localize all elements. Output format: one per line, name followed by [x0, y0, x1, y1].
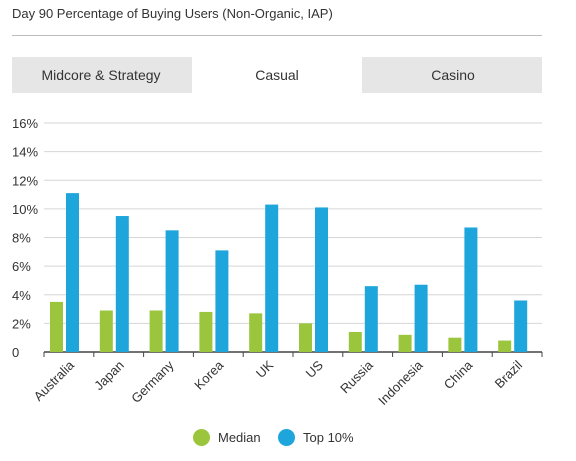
bar-top10-russia [364, 286, 378, 352]
legend-label-top10: Top 10% [303, 429, 354, 445]
legend-swatch-top10 [278, 428, 295, 446]
bar-top10-uk [265, 204, 279, 352]
legend: Median Top 10% [0, 426, 576, 450]
x-tick-label: Australia [31, 357, 78, 404]
legend-label-median: Median [218, 429, 261, 445]
tab-casual[interactable]: Casual [192, 57, 362, 95]
y-tick-label: 16% [12, 116, 38, 131]
bar-top10-us [315, 207, 328, 352]
bar-median-russia [348, 331, 362, 352]
bar-median-china [448, 337, 462, 352]
legend-item-median: Median [193, 426, 261, 448]
x-tick-label: US [303, 357, 327, 381]
y-tick-label: 12% [12, 173, 38, 188]
title-divider [12, 35, 542, 36]
x-tick-label: Korea [191, 357, 227, 393]
bar-median-brazil [498, 340, 512, 352]
x-tick-label: UK [253, 357, 277, 381]
y-tick-label: 0 [12, 345, 19, 360]
bar-median-us [299, 323, 312, 352]
bar-top10-germany [165, 230, 179, 352]
y-tick-label: 8% [12, 231, 31, 246]
legend-swatch-median [193, 428, 210, 446]
bar-top10-brazil [514, 300, 528, 352]
y-tick-label: 2% [12, 316, 31, 331]
bar-median-korea [199, 311, 213, 352]
x-tick-label: Russia [337, 357, 376, 396]
y-tick-label: 14% [12, 145, 38, 160]
y-tick-label: 10% [12, 202, 38, 217]
legend-item-top10: Top 10% [278, 426, 354, 448]
chart-title: Day 90 Percentage of Buying Users (Non-O… [12, 6, 333, 21]
bar-median-australia [50, 301, 63, 352]
tab-midcore-strategy[interactable]: Midcore & Strategy [41, 67, 161, 83]
bar-top10-australia [66, 193, 79, 352]
x-tick-label: China [441, 357, 476, 392]
y-tick-label: 4% [12, 288, 31, 303]
segment-tabs: Midcore & Strategy Casual Casino [12, 57, 542, 95]
bar-median-uk [249, 313, 263, 352]
bar-top10-korea [215, 250, 229, 352]
x-tick-label: Indonesia [375, 357, 426, 408]
bar-median-japan [99, 310, 113, 352]
bar-median-indonesia [398, 334, 412, 352]
x-tick-label: Germany [128, 357, 177, 406]
bar-chart: 0 2% 4% 6% 8% 10% 12% 14% 16% Australia Japan Germa… [12, 116, 543, 408]
bar-top10-indonesia [414, 284, 428, 352]
bar-top10-china [464, 227, 478, 352]
bar-top10-japan [115, 216, 129, 352]
y-tick-label: 6% [12, 259, 31, 274]
bar-median-germany [149, 310, 163, 352]
x-tick-label: Brazil [492, 357, 526, 391]
tab-casino[interactable]: Casino [431, 67, 475, 83]
x-tick-label: Japan [91, 358, 127, 394]
